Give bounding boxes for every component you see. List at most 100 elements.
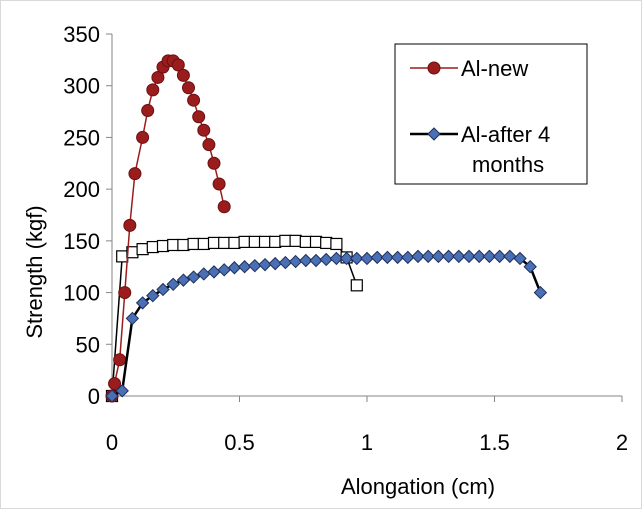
y-tick-label: 350 — [63, 22, 100, 47]
data-point — [176, 68, 190, 82]
data-point — [207, 236, 221, 250]
data-point — [227, 261, 242, 275]
legend-label: Al-after 4 months — [461, 122, 550, 177]
data-point — [268, 256, 282, 271]
data-point — [248, 235, 261, 248]
data-point — [151, 70, 165, 84]
data-point — [228, 236, 241, 250]
x-tick-label: 2 — [616, 430, 628, 455]
y-tick-label: 250 — [63, 125, 100, 150]
y-tick-label: 150 — [63, 229, 100, 254]
data-point — [360, 251, 374, 266]
series-0 — [105, 54, 231, 403]
data-point — [431, 249, 446, 264]
data-point — [492, 249, 507, 264]
plot-series — [105, 54, 548, 403]
data-point — [182, 81, 195, 95]
x-tick-label: 0.5 — [224, 430, 255, 455]
data-point — [472, 249, 486, 264]
data-point — [329, 251, 344, 266]
data-point — [197, 237, 210, 251]
y-tick-label: 0 — [88, 384, 100, 409]
data-point — [136, 243, 149, 256]
y-tick-label: 50 — [76, 332, 100, 357]
data-point — [146, 83, 160, 97]
data-point — [380, 250, 395, 265]
data-point — [136, 130, 150, 144]
data-point — [339, 251, 354, 266]
data-point — [186, 270, 201, 284]
data-point — [279, 234, 292, 247]
data-point — [309, 235, 323, 248]
data-point — [289, 234, 302, 247]
data-point — [171, 58, 185, 72]
data-point — [237, 260, 252, 274]
data-point — [319, 252, 333, 267]
y-tick-label: 300 — [63, 74, 100, 99]
data-point — [176, 273, 191, 287]
data-point — [113, 353, 127, 367]
data-point — [269, 235, 282, 248]
data-point — [123, 218, 137, 232]
data-point — [115, 384, 129, 398]
data-point — [128, 167, 142, 181]
data-point — [513, 251, 527, 266]
data-point — [212, 177, 226, 191]
data-point — [156, 282, 170, 297]
data-point — [411, 249, 425, 264]
data-point — [390, 250, 405, 265]
data-point — [320, 236, 333, 250]
data-point — [167, 238, 180, 252]
data-point — [187, 237, 200, 251]
data-point — [125, 311, 140, 326]
data-point — [288, 254, 303, 269]
data-point — [258, 257, 272, 272]
legend-item-al-new: Al-new — [410, 56, 528, 81]
data-point — [350, 251, 364, 266]
data-point — [258, 235, 272, 248]
data-point — [116, 250, 129, 263]
data-point — [503, 249, 517, 264]
data-point — [523, 260, 537, 274]
tick-labels: 0 50 100 150 200 250 300 350 0 0.5 1 1.5 2 — [63, 22, 628, 455]
legend-label: Al-new — [461, 56, 528, 81]
data-point — [350, 279, 363, 292]
data-point — [278, 255, 293, 270]
data-point — [202, 138, 216, 152]
data-point — [401, 250, 415, 265]
data-point — [238, 235, 251, 248]
data-point — [533, 285, 548, 300]
data-point — [309, 253, 323, 268]
data-point — [441, 249, 456, 264]
data-point — [141, 104, 155, 118]
data-point — [482, 249, 497, 264]
x-tick-label: 1 — [361, 430, 373, 455]
y-tick-label: 100 — [63, 281, 100, 306]
x-tick-label: 1.5 — [479, 430, 510, 455]
data-point — [146, 288, 160, 303]
series-1 — [105, 249, 548, 403]
data-point — [299, 253, 313, 268]
y-axis-label: Strength (kgf) — [22, 205, 47, 338]
data-point — [421, 249, 435, 264]
data-point — [248, 258, 262, 273]
axes — [106, 33, 623, 402]
data-point — [207, 156, 221, 170]
x-axis-label: Alongation (cm) — [341, 474, 495, 499]
data-point — [197, 123, 211, 137]
data-point — [452, 249, 466, 264]
data-point — [187, 93, 201, 107]
data-point — [135, 296, 150, 310]
data-point — [108, 377, 122, 391]
legend-swatch-marker — [427, 127, 441, 141]
data-point — [146, 240, 159, 254]
data-point — [105, 389, 119, 403]
data-point — [299, 235, 312, 248]
data-point — [166, 277, 180, 292]
data-point — [192, 110, 206, 124]
data-point — [330, 237, 343, 251]
y-tick-label: 200 — [63, 177, 100, 202]
data-point — [217, 200, 231, 214]
legend-item-al-after: Al-after 4 months — [410, 122, 550, 177]
